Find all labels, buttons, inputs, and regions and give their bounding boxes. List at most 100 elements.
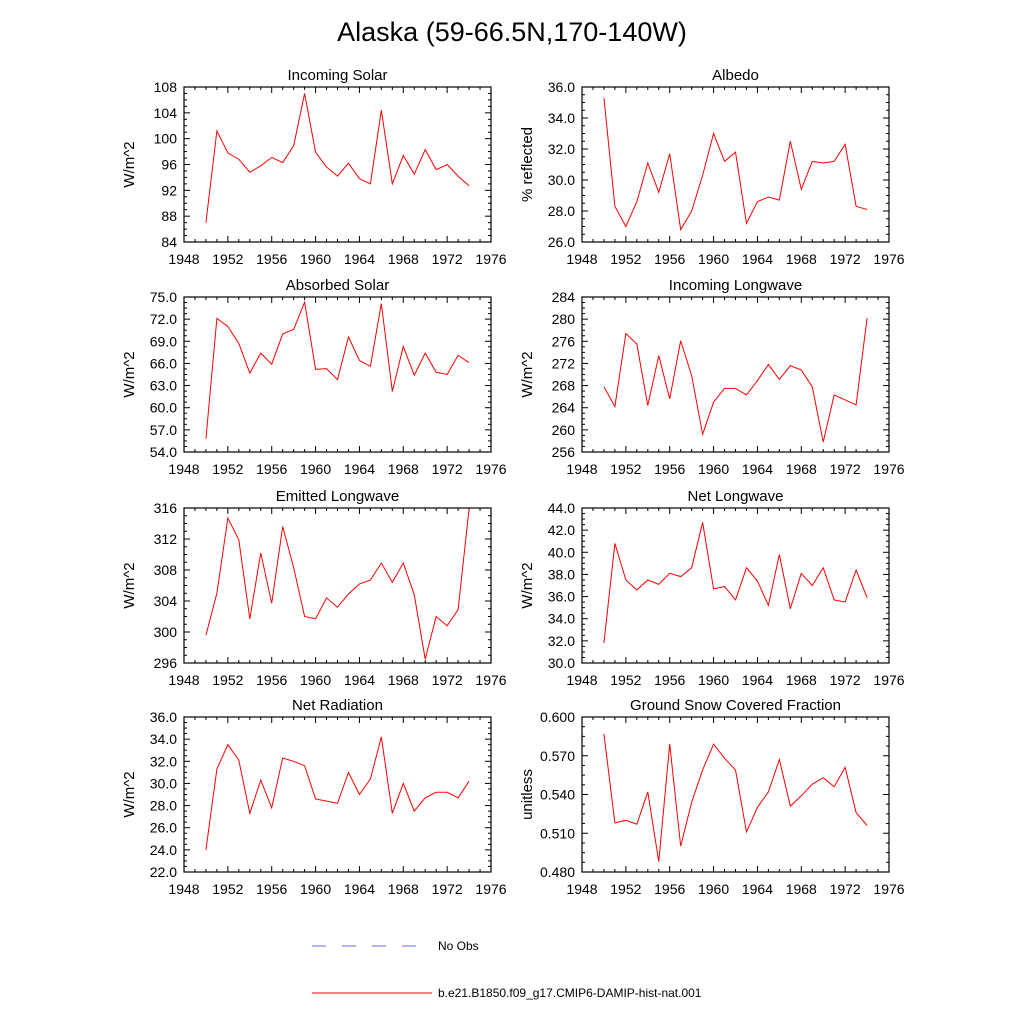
y-tick-label: 0.600 <box>540 709 575 725</box>
plot-frame <box>581 86 890 243</box>
x-tick-label: 1960 <box>698 881 729 897</box>
x-tick-label: 1968 <box>786 672 817 688</box>
y-tick-label: 308 <box>154 562 178 578</box>
y-tick-label: 60.0 <box>150 400 177 416</box>
x-tick-label: 1948 <box>168 672 199 688</box>
y-axis-label: W/m^2 <box>121 562 138 608</box>
panel-3: Absorbed Solar W/m^2 1948 1952 1956 1960 1964 1… <box>121 277 507 477</box>
x-tick-label: 1968 <box>786 251 817 267</box>
x-tick-label: 1964 <box>742 251 773 267</box>
x-tick-label: 1960 <box>698 672 729 688</box>
x-tick-label: 1972 <box>830 672 861 688</box>
plot-frame <box>183 86 492 243</box>
x-tick-label: 1976 <box>873 251 904 267</box>
y-tick-label: 268 <box>552 378 576 394</box>
y-tick-label: 72.0 <box>150 311 177 327</box>
x-tick-label: 1952 <box>212 672 243 688</box>
y-tick-label: 26.0 <box>548 234 575 250</box>
x-tick-label: 1964 <box>742 672 773 688</box>
x-tick-label: 1964 <box>344 251 375 267</box>
panel-5: Emitted Longwave W/m^2 1948 1952 1956 1960 196… <box>121 488 507 688</box>
x-tick-label: 1972 <box>432 672 463 688</box>
x-tick-label: 1976 <box>873 672 904 688</box>
plot-frame <box>581 716 890 873</box>
y-tick-label: 304 <box>154 593 178 609</box>
x-tick-label: 1972 <box>830 881 861 897</box>
y-tick-label: 316 <box>154 500 178 516</box>
legend-item: b.e21.B1850.f09_g17.CMIP6-DAMIP-hist-nat… <box>312 986 702 1000</box>
x-tick-label: 1948 <box>168 251 199 267</box>
series-line <box>205 508 470 660</box>
x-tick-label: 1948 <box>566 881 597 897</box>
x-tick-label: 1976 <box>475 251 506 267</box>
x-tick-label: 1972 <box>830 251 861 267</box>
y-tick-label: 30.0 <box>548 655 575 671</box>
x-tick-label: 1976 <box>873 881 904 897</box>
series-line <box>603 97 868 232</box>
y-tick-label: 92 <box>161 182 177 198</box>
panel-title: Albedo <box>712 67 759 84</box>
y-tick-label: 40.0 <box>548 544 575 560</box>
x-tick-label: 1952 <box>610 672 641 688</box>
y-tick-label: 34.0 <box>548 110 575 126</box>
y-tick-label: 0.480 <box>540 864 575 880</box>
y-tick-label: 26.0 <box>150 820 177 836</box>
x-tick-label: 1968 <box>388 672 419 688</box>
x-tick-label: 1964 <box>344 881 375 897</box>
x-tick-label: 1964 <box>742 461 773 477</box>
y-tick-label: 44.0 <box>548 500 575 516</box>
y-tick-label: 30.0 <box>150 775 177 791</box>
x-tick-label: 1948 <box>566 251 597 267</box>
x-tick-label: 1972 <box>432 461 463 477</box>
y-tick-label: 104 <box>154 105 178 121</box>
series-line <box>603 733 868 862</box>
series-line <box>205 300 470 439</box>
y-tick-label: 36.0 <box>548 589 575 605</box>
x-tick-label: 1948 <box>168 881 199 897</box>
panel-title: Emitted Longwave <box>276 488 399 505</box>
x-tick-label: 1972 <box>432 251 463 267</box>
plot-frame <box>581 507 890 664</box>
y-tick-label: 66.0 <box>150 355 177 371</box>
y-tick-label: 96 <box>161 157 177 173</box>
x-tick-label: 1960 <box>300 881 331 897</box>
series-line <box>603 522 868 644</box>
y-tick-label: 100 <box>154 131 178 147</box>
x-tick-label: 1956 <box>256 672 287 688</box>
legend-label: No Obs <box>438 939 479 953</box>
y-tick-label: 63.0 <box>150 378 177 394</box>
y-tick-label: 0.540 <box>540 787 575 803</box>
x-tick-label: 1948 <box>168 461 199 477</box>
x-tick-label: 1960 <box>300 672 331 688</box>
x-tick-label: 1968 <box>388 251 419 267</box>
panel-title: Incoming Longwave <box>669 277 802 294</box>
y-axis-label: W/m^2 <box>121 141 138 187</box>
y-tick-label: 57.0 <box>150 422 177 438</box>
y-tick-label: 296 <box>154 655 178 671</box>
x-tick-label: 1964 <box>344 672 375 688</box>
x-tick-label: 1964 <box>344 461 375 477</box>
series-line <box>205 736 470 850</box>
x-tick-label: 1952 <box>212 461 243 477</box>
x-tick-label: 1952 <box>610 251 641 267</box>
x-tick-label: 1968 <box>786 461 817 477</box>
x-tick-label: 1956 <box>654 461 685 477</box>
panel-title: Incoming Solar <box>287 67 387 84</box>
y-axis-label: W/m^2 <box>121 771 138 817</box>
y-axis-label: unitless <box>519 769 536 820</box>
panel-title: Ground Snow Covered Fraction <box>630 697 841 714</box>
x-tick-label: 1952 <box>212 881 243 897</box>
x-tick-label: 1972 <box>830 461 861 477</box>
y-tick-label: 300 <box>154 624 178 640</box>
y-tick-label: 38.0 <box>548 566 575 582</box>
x-tick-label: 1956 <box>654 672 685 688</box>
plot-frame <box>183 716 492 873</box>
y-axis-label: % reflected <box>519 127 536 202</box>
x-tick-label: 1956 <box>256 881 287 897</box>
y-tick-label: 32.0 <box>150 753 177 769</box>
panel-6: Net Longwave W/m^2 1948 1952 1956 1960 1964 196… <box>519 488 905 688</box>
x-tick-label: 1976 <box>873 461 904 477</box>
y-tick-label: 36.0 <box>548 79 575 95</box>
panel-2: Albedo % reflected 1948 1952 1956 1960 1964 196… <box>519 67 905 267</box>
y-tick-label: 280 <box>552 311 576 327</box>
